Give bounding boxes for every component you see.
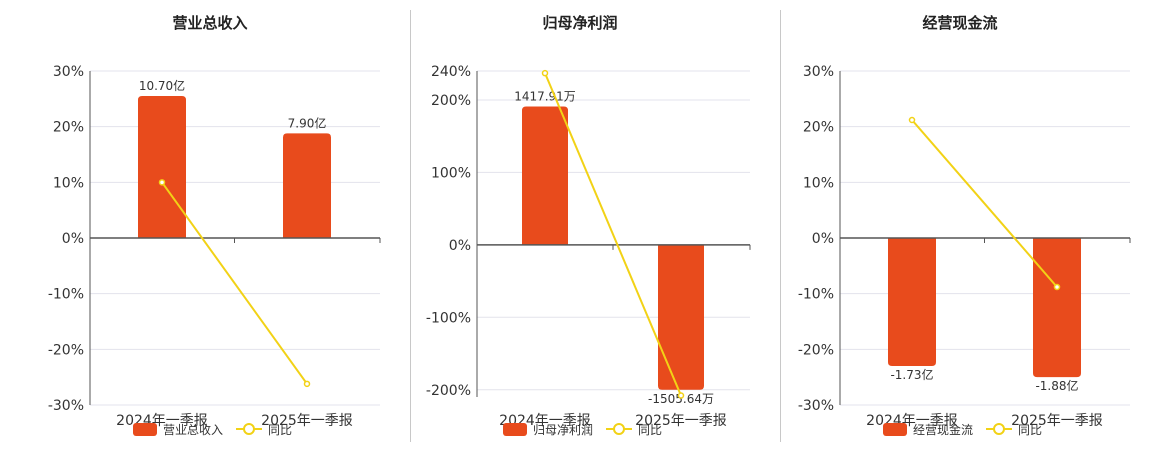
- bar-value-label: -1.88亿: [1035, 378, 1078, 393]
- y-tick-label: 30%: [53, 64, 84, 80]
- yoy-point: [1053, 283, 1061, 291]
- y-tick-label: 0%: [62, 231, 84, 247]
- yoy-point: [541, 69, 549, 77]
- legend-bar-swatch: [503, 423, 527, 436]
- y-tick-label: 0%: [812, 231, 834, 247]
- bar: [138, 96, 186, 238]
- chart-cashflow-svg: 经营现金流 30% 20% 10% 0% -10% -20% -30% -1.73亿 -1.88亿…: [798, 14, 1131, 437]
- legend-line-label: 同比: [268, 423, 292, 437]
- x-category-label: 2025年一季报: [1011, 413, 1103, 429]
- bar-value-label: -1.73亿: [890, 367, 933, 382]
- y-tick-label: 100%: [431, 165, 471, 181]
- y-tick-label: -20%: [798, 342, 834, 358]
- yoy-point: [303, 380, 311, 388]
- yoy-point: [158, 179, 166, 186]
- legend-line-marker: [243, 423, 255, 435]
- bar: [658, 244, 704, 390]
- y-tick-label: 10%: [803, 175, 834, 191]
- legend-line-marker: [613, 423, 625, 435]
- y-tick-label: -10%: [798, 287, 834, 303]
- bar-value-label: 10.70亿: [139, 78, 185, 93]
- bar: [888, 238, 936, 367]
- yoy-point: [677, 392, 685, 399]
- chart-net-profit-svg: 归母净利润240%200%100%0%-100%-200%1417.91万-15…: [426, 14, 751, 437]
- legend-bar-label: 经营现金流: [913, 422, 973, 437]
- legend-line-marker: [993, 423, 1005, 435]
- y-tick-label: 20%: [803, 120, 834, 136]
- y-tick-label: 10%: [53, 175, 84, 191]
- y-tick-label: 240%: [431, 64, 471, 80]
- x-category-label: 2025年一季报: [261, 413, 353, 429]
- chart-title: 归母净利润: [542, 14, 617, 32]
- y-tick-label: 20%: [53, 120, 84, 136]
- y-tick-label: -20%: [48, 342, 84, 358]
- y-tick-label: -100%: [426, 310, 471, 326]
- chart-net-profit: 归母净利润240%200%100%0%-100%-200%1417.91万-15…: [410, 0, 775, 450]
- panel-divider: [410, 10, 411, 442]
- y-tick-label: 30%: [803, 64, 834, 80]
- bar: [283, 133, 331, 238]
- bar-value-label: 7.90亿: [288, 115, 327, 130]
- bar: [522, 106, 568, 245]
- legend-line-label: 同比: [638, 423, 662, 437]
- bar: [1033, 238, 1081, 378]
- legend-bar-label: 归母净利润: [533, 423, 593, 437]
- chart-title: 经营现金流: [922, 14, 997, 32]
- panel-divider: [780, 10, 781, 442]
- x-category-label: 2025年一季报: [635, 413, 727, 429]
- yoy-line: [911, 119, 1058, 288]
- yoy-line: [161, 181, 308, 385]
- y-tick-label: -200%: [426, 383, 471, 399]
- legend-bar-label: 营业总收入: [163, 423, 223, 437]
- chart-revenue-svg: 营业总收入 30% 20% 10% 0% -10% -20% -30% 10.70亿 7.90亿 2…: [48, 14, 381, 437]
- chart-title: 营业总收入: [172, 14, 247, 32]
- chart-revenue: 营业总收入 30% 20% 10% 0% -10% -20% -30% 10.70亿 7.90亿 2…: [20, 0, 400, 450]
- legend-bar-swatch: [133, 423, 157, 436]
- y-tick-label: -30%: [48, 398, 84, 414]
- bar-value-label: 1417.91万: [514, 89, 576, 103]
- legend-bar-swatch: [883, 423, 907, 436]
- yoy-point: [908, 116, 916, 124]
- legend-line-label: 同比: [1018, 423, 1042, 437]
- chart-cashflow: 经营现金流 30% 20% 10% 0% -10% -20% -30% -1.73亿 -1.88亿…: [780, 0, 1150, 450]
- y-tick-label: 0%: [449, 238, 471, 254]
- y-tick-label: 200%: [431, 93, 471, 109]
- y-tick-label: -10%: [48, 287, 84, 303]
- y-tick-label: -30%: [798, 398, 834, 414]
- yoy-line: [544, 72, 682, 396]
